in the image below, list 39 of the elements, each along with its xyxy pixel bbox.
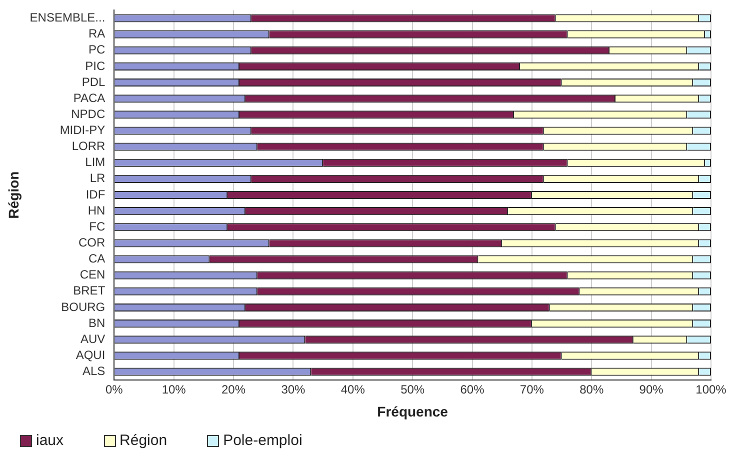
y-tick-label: ENSEMBLE... (30, 10, 106, 25)
x-tick-label: 50% (400, 382, 425, 396)
y-tick-label: AUV (80, 332, 106, 346)
y-tick-label: MIDI-PY (60, 123, 106, 138)
y-tick-label: CEN (80, 268, 106, 282)
x-tick-label: 60% (460, 382, 485, 396)
y-axis-title: Région (5, 171, 22, 219)
y-tick-label: ALS (82, 364, 106, 378)
y-tick-label: LIM (85, 155, 106, 170)
x-tick-label: 40% (340, 382, 366, 396)
x-tick-label: 80% (580, 382, 604, 396)
y-tick-label: IDF (86, 187, 106, 202)
y-tick-label: HN (88, 203, 106, 218)
x-tick-label: 100% (696, 382, 727, 396)
legend-label: iaux (36, 432, 64, 449)
y-tick-label: FC (89, 219, 106, 234)
y-tick-label: LR (90, 171, 106, 186)
y-tick-label: AQUI (76, 348, 106, 362)
y-tick-label: CA (88, 252, 106, 266)
y-tick-label: PC (88, 42, 106, 57)
y-tick-label: COR (78, 236, 106, 250)
y-tick-label: NPDC (71, 106, 106, 121)
x-tick-label: 90% (639, 382, 664, 396)
y-tick-label: BOURG (61, 300, 106, 314)
y-tick-label: PACA (73, 90, 106, 105)
x-tick-label: 30% (281, 382, 306, 396)
y-tick-label: RA (88, 26, 106, 41)
legend-label: Pole-emploi (223, 432, 302, 449)
x-tick-label: 10% (162, 382, 186, 396)
x-tick-label: 0% (105, 382, 124, 396)
x-axis-title: Fréquence (377, 403, 448, 420)
y-tick-label: PDL (82, 74, 106, 89)
y-tick-label: PIC (85, 58, 106, 73)
legend-label: Région (120, 432, 168, 449)
y-tick-label: LORR (72, 139, 106, 154)
y-tick-label: BN (88, 316, 106, 330)
x-tick-label: 70% (520, 382, 544, 396)
x-tick-label: 20% (222, 382, 246, 396)
y-tick-label: BRET (73, 284, 106, 298)
